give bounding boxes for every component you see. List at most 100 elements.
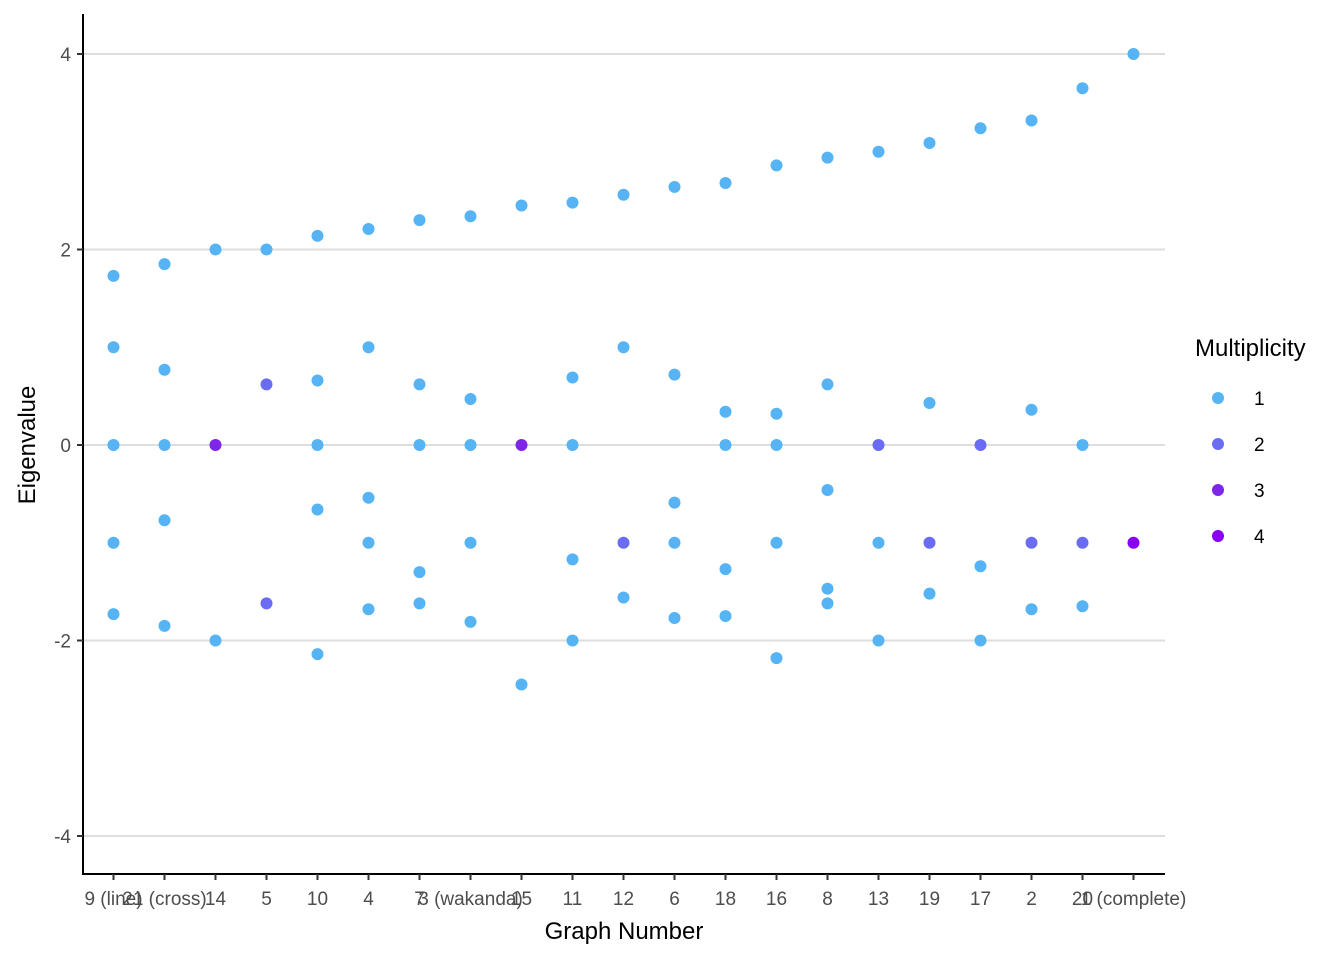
data-point — [260, 597, 273, 610]
data-point — [872, 634, 885, 647]
data-point — [872, 145, 885, 158]
data-point — [974, 122, 987, 135]
x-tick-label: 3 (wakanda) — [418, 889, 523, 910]
data-point — [260, 243, 273, 256]
data-point — [668, 368, 681, 381]
data-point — [770, 159, 783, 172]
gridlines — [83, 53, 1165, 837]
x-axis-title: Graph Number — [545, 918, 704, 945]
x-tick-label: 10 — [307, 889, 328, 910]
y-axis-ticks: -4 -2 0 2 4 — [54, 45, 83, 848]
data-point — [413, 566, 426, 579]
x-tick-label: 4 — [363, 889, 374, 910]
legend-label: 1 — [1254, 389, 1265, 410]
legend-key — [1212, 530, 1224, 542]
data-point — [158, 363, 171, 376]
x-tick-label: 8 — [822, 889, 833, 910]
data-point — [923, 587, 936, 600]
y-tick-label: 2 — [60, 241, 71, 262]
data-point — [158, 514, 171, 527]
legend-label: 3 — [1254, 481, 1265, 502]
data-point — [617, 536, 630, 549]
data-point — [770, 439, 783, 451]
data-point — [464, 536, 477, 549]
x-tick-label: 11 — [563, 889, 583, 910]
data-point — [362, 536, 375, 549]
data-point — [209, 439, 222, 451]
data-point — [566, 439, 579, 451]
x-axis-ticks: 9 (line)21 (cross)14 5 10 4 73 (wakanda)15 11… — [84, 874, 1186, 910]
data-point — [1076, 82, 1089, 95]
data-point — [311, 648, 324, 661]
data-point — [311, 229, 324, 242]
x-tick-label: 13 — [868, 889, 889, 910]
data-point — [1127, 536, 1140, 549]
data-point — [974, 634, 987, 647]
data-point — [668, 496, 681, 509]
data-point — [515, 199, 528, 212]
data-point — [107, 536, 120, 549]
data-point — [974, 560, 987, 573]
data-point — [923, 136, 936, 149]
x-tick-label: 19 — [919, 889, 940, 910]
data-point — [158, 439, 171, 451]
data-point — [107, 439, 120, 451]
data-point — [821, 597, 834, 610]
data-point — [770, 407, 783, 420]
x-tick-label: 17 — [970, 889, 991, 910]
data-point — [770, 536, 783, 549]
x-tick-label: 2 — [1026, 889, 1037, 910]
y-tick-label: -2 — [54, 632, 71, 653]
x-tick-label: 1 (complete) — [1081, 889, 1187, 910]
legend-title: Multiplicity — [1195, 335, 1306, 362]
legend-key — [1212, 484, 1224, 496]
data-point — [1025, 603, 1038, 616]
data-point — [464, 393, 477, 406]
data-point — [158, 258, 171, 271]
data-point — [770, 652, 783, 665]
data-point — [260, 378, 273, 391]
x-tick-label: 15 — [511, 889, 532, 910]
data-point — [719, 405, 732, 418]
legend-label: 2 — [1254, 435, 1265, 456]
legend-label: 4 — [1254, 527, 1265, 548]
x-tick-label: 21 (cross) — [122, 889, 206, 910]
data-point — [362, 341, 375, 354]
data-point — [821, 483, 834, 496]
data-point — [515, 678, 528, 691]
data-point — [974, 439, 987, 451]
legend: Multiplicity 1 2 3 4 — [1195, 335, 1306, 548]
data-point — [1025, 536, 1038, 549]
x-tick-label: 20 — [1072, 889, 1093, 910]
data-point — [719, 610, 732, 623]
data-point — [566, 196, 579, 209]
data-point — [311, 374, 324, 387]
y-axis-title: Eigenvalue — [14, 386, 41, 505]
data-point — [1127, 48, 1140, 60]
data-point — [311, 503, 324, 516]
data-point — [464, 439, 477, 451]
x-tick-label: 14 — [205, 889, 227, 910]
y-tick-label: 4 — [60, 45, 71, 66]
data-point — [413, 597, 426, 610]
data-point — [668, 536, 681, 549]
x-tick-label: 18 — [715, 889, 736, 910]
data-point — [1025, 403, 1038, 416]
data-point — [821, 151, 834, 164]
data-point — [362, 491, 375, 504]
x-tick-label: 12 — [613, 889, 634, 910]
y-tick-label: -4 — [54, 827, 71, 848]
x-tick-label: 6 — [669, 889, 680, 910]
data-point — [872, 439, 885, 451]
legend-key — [1212, 438, 1224, 450]
data-point — [1076, 536, 1089, 549]
data-point — [413, 439, 426, 451]
data-point — [719, 439, 732, 451]
legend-entries: 1 2 3 4 — [1212, 389, 1265, 548]
data-point — [566, 634, 579, 647]
data-point — [668, 180, 681, 193]
data-point — [209, 634, 222, 647]
data-point — [1076, 600, 1089, 613]
data-point — [617, 591, 630, 604]
